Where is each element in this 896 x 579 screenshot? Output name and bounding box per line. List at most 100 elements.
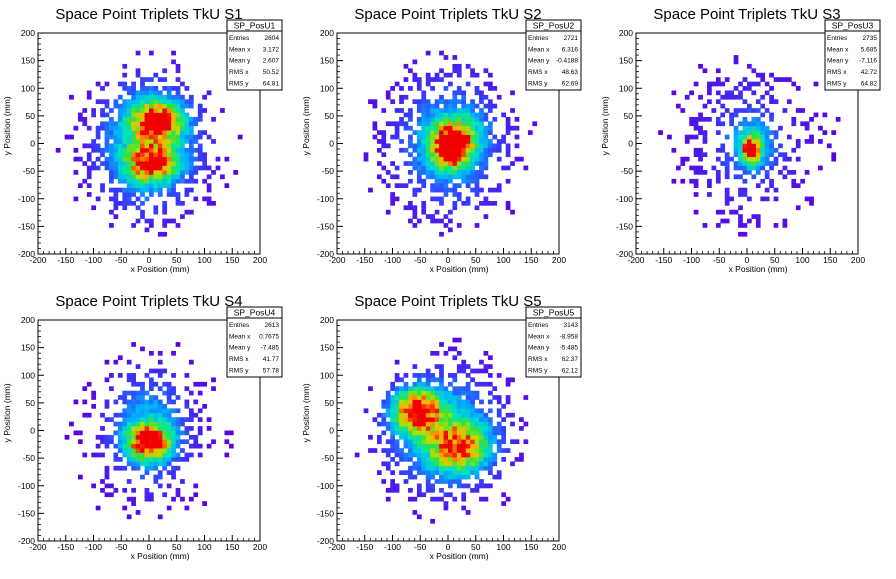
heatmap-cell: [742, 77, 748, 82]
heatmap-cell: [474, 112, 480, 118]
heatmap-cell: [113, 487, 119, 493]
heatmap-cell: [496, 156, 502, 162]
stats-value: 3.172: [263, 46, 280, 53]
heatmap-cell: [430, 183, 435, 188]
heatmap-cell: [733, 125, 739, 131]
heatmap-cell: [452, 439, 458, 445]
heatmap-cell: [95, 81, 101, 87]
heatmap-cell: [452, 386, 458, 392]
heatmap-cell: [483, 350, 489, 356]
heatmap-cell: [456, 183, 462, 188]
heatmap-cell: [470, 72, 475, 78]
heatmap-cell: [439, 183, 444, 188]
heatmap-cell: [439, 130, 444, 135]
heatmap-cell: [202, 403, 208, 409]
heatmap-cell: [113, 165, 119, 171]
heatmap-cell: [461, 200, 467, 206]
heatmap-cell: [153, 94, 159, 100]
heatmap-cell: [492, 147, 498, 153]
heatmap-cell: [162, 461, 168, 467]
heatmap-cell: [394, 125, 400, 131]
heatmap-cell: [421, 408, 427, 414]
heatmap-cell: [109, 386, 114, 392]
heatmap-cell: [184, 121, 190, 127]
heatmap-cell: [224, 452, 230, 458]
heatmap-cell: [140, 139, 145, 144]
heatmap-cell: [474, 125, 480, 131]
heatmap-cell: [55, 147, 61, 153]
heatmap-cell: [456, 443, 462, 449]
heatmap-cell: [483, 430, 489, 436]
heatmap-cell: [465, 134, 471, 140]
heatmap-cell: [448, 434, 453, 440]
heatmap-cell: [202, 156, 208, 162]
heatmap-cell: [448, 479, 453, 484]
heatmap-cell: [505, 152, 511, 158]
stats-value: 42.72: [861, 69, 878, 76]
heatmap-cell: [461, 412, 467, 418]
heatmap-cell: [430, 170, 435, 175]
heatmap-cell: [104, 143, 110, 149]
heatmap-cell: [184, 139, 190, 144]
heatmap-cell: [408, 116, 413, 122]
heatmap-cell: [747, 218, 752, 224]
heatmap-cell: [416, 381, 422, 387]
heatmap-cell: [461, 121, 467, 127]
histogram-panel-2: Space Point Triplets TkU S2-200 -150 -100-…: [301, 6, 582, 274]
heatmap-cell: [778, 170, 783, 175]
heatmap-cell: [64, 434, 70, 440]
heatmap-cell: [514, 457, 520, 462]
heatmap-cell: [425, 479, 431, 484]
y-tick-label: -150: [616, 221, 633, 231]
heatmap-cell: [166, 112, 172, 118]
heatmap-cell: [448, 474, 453, 480]
heatmap-cell: [479, 443, 484, 449]
heatmap-cell: [131, 94, 136, 100]
heatmap-cell: [443, 72, 449, 78]
heatmap-cell: [738, 152, 743, 158]
heatmap-cell: [175, 395, 181, 400]
heatmap-cell: [434, 403, 440, 409]
heatmap-cell: [153, 205, 159, 211]
heatmap-cell: [82, 161, 88, 166]
heatmap-cell: [791, 183, 797, 188]
heatmap-cell: [456, 457, 462, 462]
heatmap-cell: [122, 99, 128, 105]
heatmap-cell: [448, 72, 453, 78]
heatmap-cell: [104, 492, 110, 498]
heatmap-cell: [104, 165, 110, 171]
heatmap-cell: [385, 170, 391, 175]
heatmap-cell: [117, 443, 123, 449]
heatmap-cell: [443, 125, 449, 131]
heatmap-cell: [510, 421, 515, 427]
heatmap-cell: [140, 408, 145, 414]
heatmap-cell: [724, 187, 730, 193]
heatmap-cell: [470, 178, 475, 184]
heatmap-cell: [188, 99, 194, 105]
heatmap-cell: [162, 443, 168, 449]
heatmap-cell: [193, 439, 199, 445]
heatmap-cell: [443, 474, 449, 480]
heatmap-cell: [197, 426, 203, 431]
heatmap-cell: [416, 412, 422, 418]
heatmap-cell: [408, 68, 413, 74]
heatmap-cell: [149, 403, 154, 409]
heatmap-cell: [416, 470, 422, 475]
heatmap-cell: [135, 147, 141, 153]
heatmap-cell: [122, 192, 128, 197]
heatmap-cell: [117, 434, 123, 440]
heatmap-cell: [162, 103, 168, 109]
heatmap-cell: [461, 108, 467, 113]
heatmap-cell: [421, 183, 427, 188]
stats-label: Entries: [528, 35, 549, 42]
heatmap-cell: [693, 125, 699, 131]
heatmap-cell: [215, 156, 221, 162]
heatmap-cell: [149, 130, 154, 135]
heatmap-cell: [434, 196, 440, 202]
heatmap-cell: [421, 130, 427, 135]
heatmap-cell: [126, 192, 132, 197]
heatmap-cell: [157, 147, 163, 153]
heatmap-cell: [408, 152, 413, 158]
heatmap-cell: [126, 496, 132, 502]
heatmap-cell: [412, 461, 418, 467]
